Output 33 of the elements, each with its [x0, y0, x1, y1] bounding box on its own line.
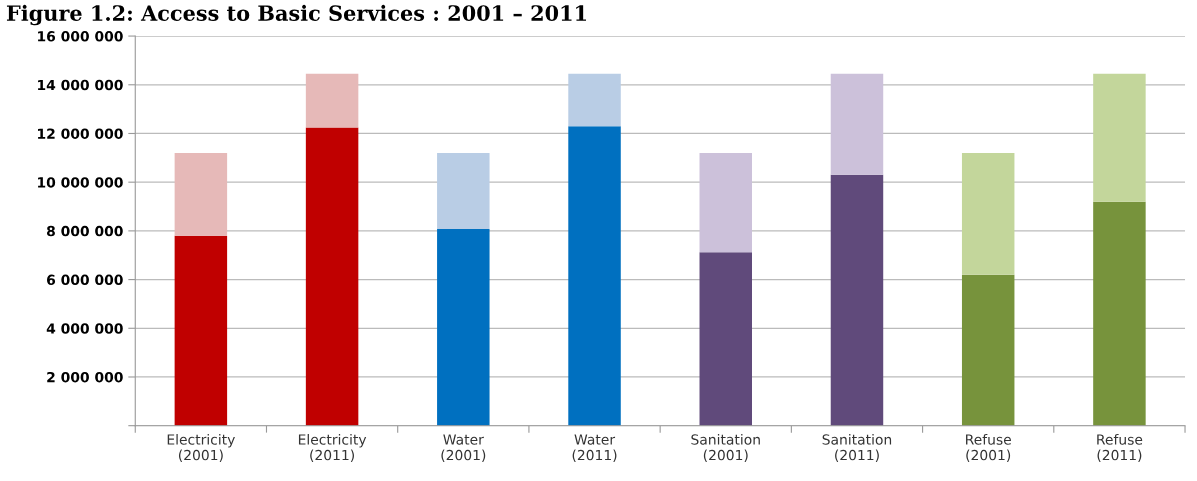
y-tick-label: 14 000 000 [38, 79, 123, 91]
x-tick-label: Water (2011) [572, 434, 617, 462]
bar [305, 73, 359, 128]
chart-title: Figure 1.2: Access to Basic Services : 2001 – 2011 [6, 4, 587, 26]
x-tick-label: Refuse (2001) [966, 434, 1011, 462]
x-tick-label: Electricity (2001) [167, 434, 235, 462]
bar [437, 152, 490, 229]
bar [437, 228, 490, 426]
y-tick-label: 12 000 000 [38, 128, 123, 139]
x-tick-label: Electricity (2011) [298, 434, 367, 462]
bar [961, 274, 1015, 426]
bar [305, 127, 359, 426]
bar [961, 152, 1015, 275]
bar [830, 174, 884, 426]
y-tick-label: 8 000 000 [46, 225, 123, 237]
y-tick-label: 6 000 000 [47, 274, 123, 286]
bar [830, 73, 884, 175]
x-tick-label: Refuse (2011) [1097, 434, 1143, 462]
bar [174, 235, 228, 426]
bar [568, 126, 621, 426]
bar [174, 152, 228, 236]
bar [1093, 201, 1146, 426]
bar [699, 252, 752, 426]
y-tick-label: 16 000 000 [38, 31, 123, 42]
y-tick-label: 4 000 000 [46, 323, 123, 334]
bar [1093, 73, 1146, 202]
y-tick-label: 10 000 000 [38, 177, 123, 188]
bar [699, 152, 752, 253]
x-tick-label: Sanitation (2001) [691, 434, 760, 462]
x-tick-label: Sanitation (2011) [822, 434, 892, 462]
x-tick-label: Water (2001) [441, 434, 486, 462]
y-tick-label: 2 000 000 [47, 371, 123, 383]
bar [568, 73, 621, 127]
